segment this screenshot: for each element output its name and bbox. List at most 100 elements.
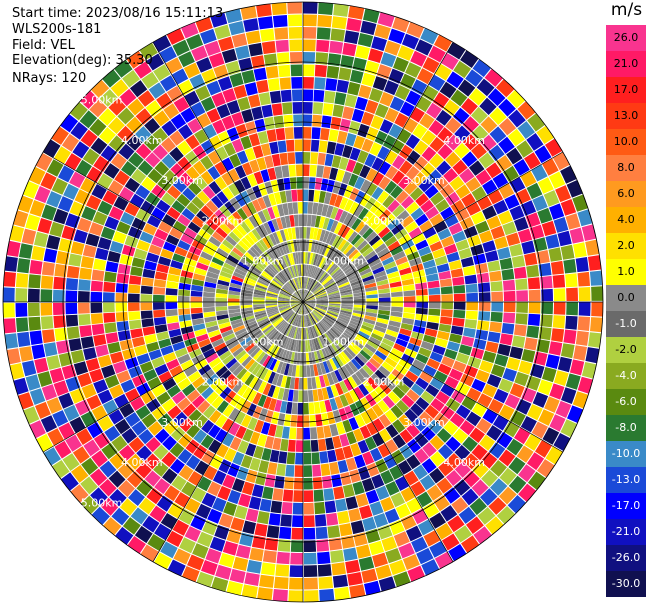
- velocity-gate: [278, 257, 286, 269]
- velocity-gate: [303, 14, 317, 27]
- velocity-gate: [274, 576, 289, 590]
- velocity-gate: [209, 454, 224, 470]
- velocity-gate: [53, 276, 66, 290]
- velocity-gate: [268, 286, 280, 293]
- velocity-gate: [211, 92, 226, 107]
- velocity-gate: [221, 329, 234, 338]
- velocity-gate: [301, 264, 303, 276]
- velocity-gate: [316, 304, 328, 308]
- velocity-gate: [291, 77, 303, 89]
- velocity-gate: [585, 239, 600, 256]
- velocity-gate: [283, 310, 293, 319]
- velocity-gate: [232, 451, 245, 466]
- velocity-gate: [255, 241, 266, 253]
- velocity-gate: [542, 427, 560, 445]
- velocity-gate: [281, 165, 290, 178]
- velocity-gate: [332, 181, 342, 194]
- velocity-gate: [151, 406, 167, 420]
- velocity-gate: [208, 236, 222, 247]
- velocity-gate: [566, 287, 578, 301]
- velocity-gate: [478, 302, 491, 312]
- velocity-gate: [78, 291, 90, 302]
- velocity-gate: [194, 414, 208, 429]
- velocity-gate: [368, 258, 381, 268]
- velocity-gate: [383, 213, 396, 226]
- velocity-gate: [128, 311, 141, 321]
- velocity-gate: [378, 365, 391, 377]
- velocity-gate: [188, 409, 202, 423]
- velocity-gate: [325, 232, 334, 244]
- velocity-gate: [356, 240, 368, 251]
- velocity-gate: [488, 442, 506, 459]
- velocity-gate: [31, 344, 46, 360]
- velocity-gate: [217, 279, 230, 287]
- velocity-gate: [524, 152, 541, 170]
- velocity-gate: [358, 224, 370, 236]
- velocity-gate: [208, 329, 221, 338]
- velocity-gate: [280, 290, 291, 297]
- velocity-gate: [538, 409, 555, 426]
- velocity-gate: [321, 115, 332, 129]
- velocity-gate: [253, 171, 264, 185]
- velocity-gate: [328, 233, 337, 246]
- velocity-gate: [553, 433, 571, 451]
- velocity-gate: [359, 165, 371, 179]
- velocity-gate: [475, 169, 492, 186]
- velocity-gate: [90, 291, 103, 302]
- velocity-gate: [589, 270, 603, 286]
- velocity-gate: [395, 256, 408, 266]
- velocity-gate: [429, 153, 444, 169]
- velocity-gate: [364, 153, 377, 168]
- velocity-gate: [168, 266, 182, 276]
- velocity-gate: [51, 126, 69, 145]
- velocity-gate: [171, 68, 189, 85]
- velocity-gate: [319, 588, 335, 602]
- velocity-gate: [320, 128, 330, 141]
- colorbar-swatch: [606, 51, 646, 78]
- velocity-gate: [467, 356, 482, 369]
- velocity-gate: [252, 243, 263, 255]
- velocity-gate: [81, 206, 97, 221]
- velocity-gate: [509, 243, 523, 257]
- velocity-gate: [388, 276, 401, 284]
- velocity-gate: [434, 551, 453, 569]
- velocity-gate: [527, 471, 546, 490]
- velocity-gate: [256, 336, 267, 347]
- velocity-gate: [127, 293, 140, 302]
- velocity-gate: [391, 306, 403, 313]
- velocity-gate: [329, 461, 340, 475]
- velocity-gate: [452, 276, 465, 286]
- velocity-gate: [461, 396, 477, 411]
- velocity-gate: [396, 381, 410, 394]
- velocity-gate: [127, 536, 146, 554]
- velocity-gate: [291, 189, 298, 202]
- velocity-gate: [231, 33, 248, 48]
- velocity-gate: [327, 310, 339, 316]
- velocity-gate: [366, 407, 378, 421]
- velocity-gate: [318, 322, 327, 333]
- velocity-gate: [332, 409, 342, 423]
- velocity-gate: [184, 257, 197, 267]
- velocity-gate: [29, 388, 46, 405]
- velocity-gate: [450, 325, 464, 336]
- velocity-gate: [235, 350, 247, 361]
- velocity-gate: [348, 344, 359, 355]
- azimuth-spoke: [43, 301, 304, 453]
- velocity-gate: [259, 498, 272, 512]
- velocity-gate: [433, 220, 448, 233]
- velocity-gate: [339, 257, 350, 268]
- velocity-gate: [131, 420, 147, 436]
- velocity-gate: [330, 220, 339, 233]
- velocity-gate: [13, 210, 29, 228]
- velocity-gate: [276, 52, 290, 65]
- velocity-gate: [535, 440, 552, 458]
- velocity-gate: [227, 340, 240, 350]
- velocity-gate: [161, 153, 177, 169]
- velocity-gate: [237, 96, 251, 111]
- velocity-gate: [214, 382, 228, 395]
- velocity-gate: [327, 290, 340, 296]
- velocity-gate: [117, 263, 131, 275]
- velocity-gate: [405, 525, 423, 542]
- velocity-gate: [206, 325, 219, 333]
- velocity-gate: [488, 497, 507, 515]
